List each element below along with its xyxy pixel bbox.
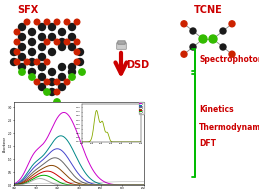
Circle shape xyxy=(220,28,226,34)
Circle shape xyxy=(44,59,50,65)
Circle shape xyxy=(59,74,66,81)
Text: DFT: DFT xyxy=(199,139,216,149)
Circle shape xyxy=(18,43,25,50)
Circle shape xyxy=(74,49,80,55)
Circle shape xyxy=(39,43,46,50)
Circle shape xyxy=(199,35,207,43)
Circle shape xyxy=(18,64,25,70)
Circle shape xyxy=(59,84,66,91)
Circle shape xyxy=(39,33,46,40)
Circle shape xyxy=(209,35,217,43)
Text: DSD: DSD xyxy=(126,60,149,70)
Circle shape xyxy=(229,21,235,27)
Circle shape xyxy=(14,39,20,45)
Circle shape xyxy=(64,39,70,45)
Circle shape xyxy=(28,49,35,56)
Circle shape xyxy=(64,19,70,25)
Circle shape xyxy=(44,79,50,85)
Circle shape xyxy=(48,33,55,40)
Circle shape xyxy=(68,33,76,40)
Circle shape xyxy=(29,74,35,80)
Circle shape xyxy=(19,69,25,75)
Circle shape xyxy=(39,84,46,91)
Circle shape xyxy=(28,59,35,66)
Circle shape xyxy=(14,29,20,35)
Circle shape xyxy=(68,68,76,75)
Circle shape xyxy=(68,23,76,30)
Text: SFX: SFX xyxy=(17,5,39,15)
Circle shape xyxy=(34,59,40,65)
Circle shape xyxy=(229,51,235,57)
Circle shape xyxy=(220,44,226,50)
Circle shape xyxy=(44,39,50,45)
Circle shape xyxy=(64,79,70,85)
Circle shape xyxy=(54,99,60,105)
Circle shape xyxy=(181,21,187,27)
Circle shape xyxy=(79,69,85,75)
Circle shape xyxy=(44,19,50,25)
Circle shape xyxy=(18,53,25,60)
Circle shape xyxy=(54,39,60,45)
Circle shape xyxy=(39,64,46,70)
Circle shape xyxy=(39,23,46,30)
Circle shape xyxy=(14,59,20,65)
Circle shape xyxy=(24,19,30,25)
Circle shape xyxy=(59,43,66,50)
Circle shape xyxy=(59,39,66,46)
Circle shape xyxy=(76,49,83,56)
FancyBboxPatch shape xyxy=(118,41,125,44)
Circle shape xyxy=(24,59,30,65)
Circle shape xyxy=(74,59,80,65)
Circle shape xyxy=(39,53,46,60)
Circle shape xyxy=(74,39,80,45)
Circle shape xyxy=(54,79,60,85)
Circle shape xyxy=(39,64,46,70)
Circle shape xyxy=(190,28,196,34)
Circle shape xyxy=(39,74,46,81)
Circle shape xyxy=(11,49,18,56)
Circle shape xyxy=(48,78,55,85)
Circle shape xyxy=(68,64,76,70)
Circle shape xyxy=(59,29,66,36)
Circle shape xyxy=(34,79,40,85)
FancyBboxPatch shape xyxy=(117,43,126,49)
Circle shape xyxy=(54,89,60,95)
Circle shape xyxy=(190,44,196,50)
Circle shape xyxy=(48,88,55,95)
Text: Kinetics: Kinetics xyxy=(199,105,234,114)
Circle shape xyxy=(14,49,20,55)
Circle shape xyxy=(181,51,187,57)
Text: Thermodynamics: Thermodynamics xyxy=(199,122,259,132)
Text: Spectrophotometry: Spectrophotometry xyxy=(199,56,259,64)
Circle shape xyxy=(48,68,55,75)
Circle shape xyxy=(44,89,50,95)
Circle shape xyxy=(59,64,66,70)
Circle shape xyxy=(18,33,25,40)
Circle shape xyxy=(69,74,75,80)
Circle shape xyxy=(28,68,35,75)
Circle shape xyxy=(28,39,35,46)
Circle shape xyxy=(76,59,83,66)
Circle shape xyxy=(34,19,40,25)
Circle shape xyxy=(11,59,18,66)
Circle shape xyxy=(48,23,55,30)
Circle shape xyxy=(18,23,25,30)
Circle shape xyxy=(48,49,55,56)
Circle shape xyxy=(54,19,60,25)
Circle shape xyxy=(74,19,80,25)
Circle shape xyxy=(68,43,76,50)
Circle shape xyxy=(28,29,35,36)
Text: TCNE: TCNE xyxy=(194,5,222,15)
